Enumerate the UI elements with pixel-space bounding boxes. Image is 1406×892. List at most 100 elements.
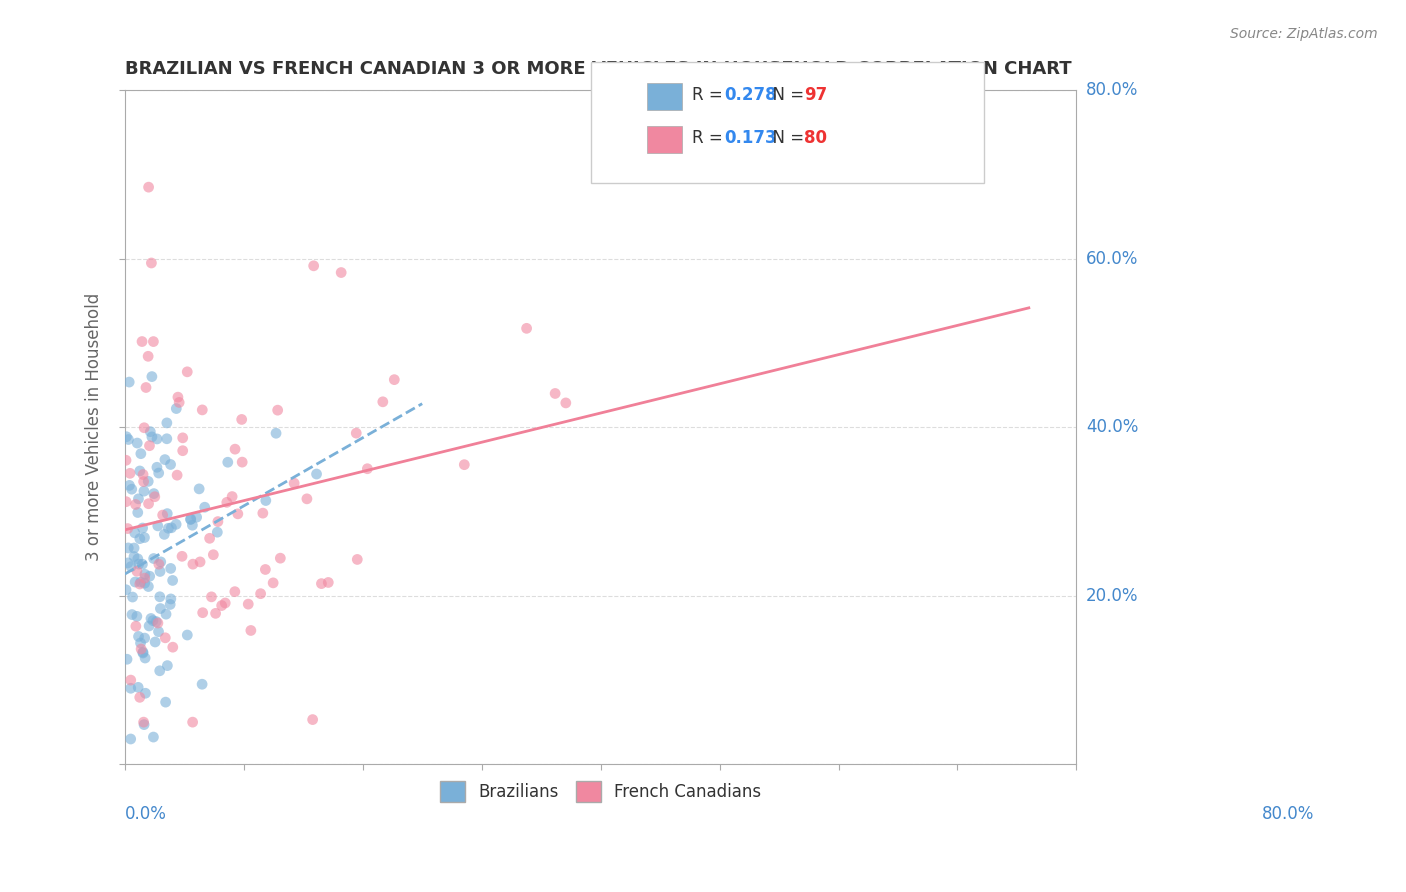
Brazilians — [134, 686, 156, 700]
French Canadians — [181, 715, 204, 730]
Brazilians — [191, 677, 214, 691]
Brazilians — [134, 631, 156, 645]
French Canadians — [198, 531, 221, 545]
French Canadians — [138, 180, 160, 194]
French Canadians — [252, 506, 274, 520]
French Canadians — [283, 476, 305, 491]
French Canadians — [295, 491, 318, 506]
Brazilians — [157, 521, 180, 535]
Brazilians — [153, 452, 176, 467]
Text: 60.0%: 60.0% — [1085, 250, 1139, 268]
Text: N =: N = — [762, 129, 810, 147]
French Canadians — [316, 575, 339, 590]
Brazilians — [186, 510, 208, 524]
French Canadians — [117, 522, 139, 536]
Brazilians — [165, 401, 187, 416]
Brazilians — [122, 549, 145, 564]
Brazilians — [115, 652, 138, 666]
Brazilians — [117, 556, 139, 570]
French Canadians — [226, 507, 249, 521]
Brazilians — [142, 551, 165, 566]
French Canadians — [262, 575, 284, 590]
Brazilians — [146, 460, 169, 475]
Brazilians — [156, 416, 179, 430]
Brazilians — [118, 375, 141, 389]
Brazilians — [142, 614, 165, 628]
Brazilians — [155, 607, 177, 622]
Brazilians — [141, 369, 163, 384]
French Canadians — [181, 557, 204, 571]
Brazilians — [165, 517, 187, 532]
Brazilians — [115, 582, 138, 597]
Brazilians — [142, 730, 165, 744]
Text: 0.278: 0.278 — [724, 87, 776, 104]
Brazilians — [138, 619, 160, 633]
French Canadians — [115, 494, 138, 508]
Brazilians — [149, 555, 172, 569]
French Canadians — [118, 467, 141, 481]
Brazilians — [160, 521, 183, 535]
French Canadians — [120, 673, 142, 687]
French Canadians — [162, 640, 184, 655]
French Canadians — [191, 606, 214, 620]
French Canadians — [128, 690, 150, 705]
Brazilians — [142, 486, 165, 500]
Brazilians — [156, 507, 179, 521]
Text: 80: 80 — [804, 129, 827, 147]
French Canadians — [131, 334, 153, 349]
French Canadians — [136, 349, 159, 363]
Text: 97: 97 — [804, 87, 828, 104]
Text: 20.0%: 20.0% — [1085, 587, 1139, 605]
Brazilians — [176, 628, 198, 642]
Brazilians — [188, 482, 211, 496]
Brazilians — [264, 426, 287, 441]
Brazilians — [117, 541, 139, 555]
French Canadians — [554, 396, 576, 410]
Brazilians — [132, 484, 155, 499]
Brazilians — [131, 521, 153, 535]
Brazilians — [159, 561, 181, 575]
French Canadians — [148, 558, 170, 572]
Brazilians — [162, 574, 184, 588]
Brazilians — [149, 590, 172, 604]
French Canadians — [221, 490, 243, 504]
French Canadians — [132, 475, 155, 489]
French Canadians — [167, 395, 190, 409]
French Canadians — [125, 564, 148, 578]
Brazilians — [128, 532, 150, 546]
Brazilians — [180, 512, 202, 526]
Brazilians — [149, 565, 172, 579]
Brazilians — [149, 601, 172, 615]
French Canadians — [453, 458, 475, 472]
Brazilians — [129, 575, 152, 590]
Brazilians — [122, 541, 145, 555]
Brazilians — [143, 635, 166, 649]
French Canadians — [330, 266, 353, 280]
Brazilians — [129, 447, 152, 461]
Brazilians — [156, 432, 179, 446]
Brazilians — [124, 525, 146, 540]
French Canadians — [207, 515, 229, 529]
Brazilians — [127, 552, 149, 566]
French Canadians — [138, 497, 160, 511]
French Canadians — [146, 615, 169, 630]
French Canadians — [188, 555, 211, 569]
Brazilians — [141, 430, 163, 444]
French Canadians — [115, 453, 138, 467]
French Canadians — [202, 548, 225, 562]
Brazilians — [134, 531, 156, 545]
Text: 0.0%: 0.0% — [125, 805, 167, 822]
Text: 40.0%: 40.0% — [1085, 418, 1139, 436]
Brazilians — [138, 580, 160, 594]
Text: 0.173: 0.173 — [724, 129, 776, 147]
Brazilians — [149, 664, 172, 678]
French Canadians — [266, 403, 288, 417]
Brazilians — [138, 569, 160, 583]
Text: N =: N = — [762, 87, 810, 104]
French Canadians — [224, 442, 246, 457]
Y-axis label: 3 or more Vehicles in Household: 3 or more Vehicles in Household — [86, 293, 103, 561]
French Canadians — [344, 426, 367, 441]
French Canadians — [172, 443, 194, 458]
Brazilians — [155, 695, 177, 709]
Brazilians — [118, 478, 141, 492]
